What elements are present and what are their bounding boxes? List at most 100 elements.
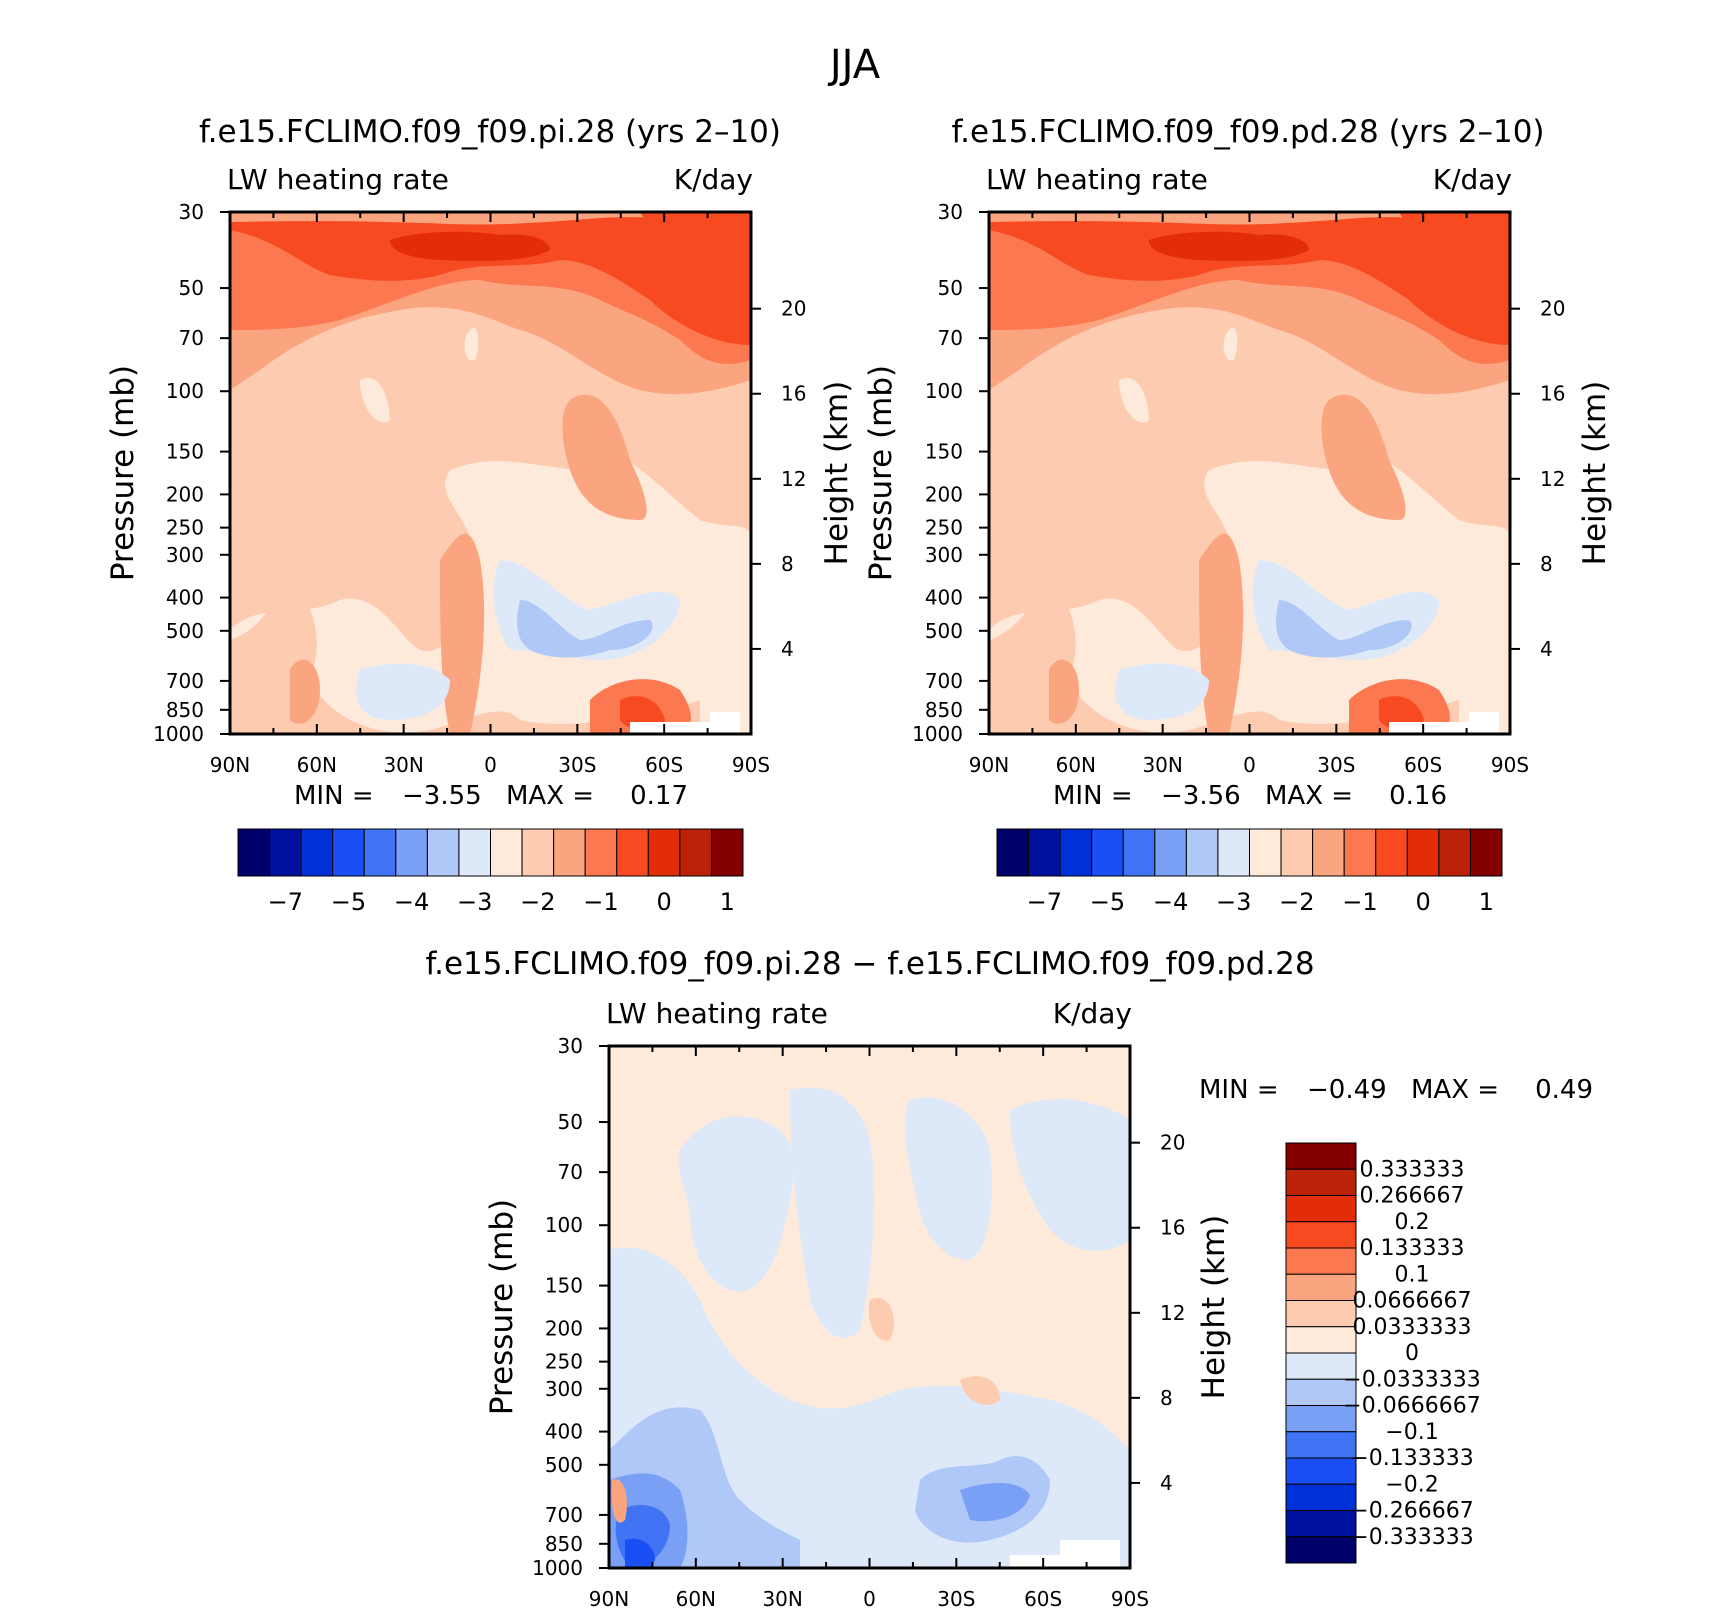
y-tick-label: 70: [938, 326, 963, 350]
height-tick-label: 20: [1160, 1131, 1185, 1155]
panel-title: f.e15.FCLIMO.f09_f09.pi.28 − f.e15.FCLIM…: [425, 946, 1314, 982]
colorbar: −7 −5 −4 −3 −2 −1 0 1: [996, 828, 1503, 916]
colorbar-swatch: [1091, 828, 1124, 877]
y-tick-label: 200: [545, 1316, 583, 1340]
contour-band: [625, 1538, 655, 1568]
colorbar-swatch: [458, 828, 491, 877]
contour-band: [611, 1479, 627, 1523]
y-tick-label: 300: [545, 1377, 583, 1401]
contour-band: [1399, 212, 1510, 330]
variable-label: LW heating rate: [986, 163, 1208, 196]
colorbar-swatch: [1285, 1142, 1357, 1170]
colorbar-swatch: [1285, 1247, 1357, 1275]
height-axis-title: Height (km): [819, 381, 855, 566]
y-tick-label: 1000: [532, 1556, 583, 1580]
colorbar-label: −7: [268, 888, 303, 916]
contour-band: [640, 212, 751, 330]
y-tick-label: 500: [166, 619, 204, 643]
variable-label: LW heating rate: [227, 163, 449, 196]
contour-field: [230, 212, 751, 734]
contour-band: [1379, 696, 1424, 731]
contour-band: [790, 1087, 875, 1339]
y-tick-label: 200: [166, 482, 204, 506]
height-tick-label: 20: [781, 297, 806, 321]
x-tick-label: 60N: [297, 753, 337, 777]
min-value: −0.49: [1307, 1075, 1387, 1105]
colorbar-label: −7: [1027, 888, 1062, 916]
colorbar-swatch: [1285, 1168, 1357, 1196]
colorbar-label: −0.0333333: [1343, 1367, 1480, 1392]
colorbar-swatch: [616, 828, 649, 877]
y-tick-label: 850: [925, 698, 963, 722]
colorbar-label: −1: [1342, 888, 1377, 916]
y-tick-label: 400: [166, 586, 204, 610]
height-tick-label: 20: [1540, 297, 1565, 321]
y-tick-label: 150: [166, 440, 204, 464]
contour-band: [1119, 327, 1238, 423]
height-tick-label: 4: [781, 637, 794, 661]
contour-band: [356, 663, 450, 720]
colorbar-swatch: [1285, 1431, 1357, 1459]
y-tick-label: 250: [925, 516, 963, 540]
x-tick-label: 30S: [937, 1587, 975, 1611]
y-tick-label: 50: [179, 276, 204, 300]
contour-field-clip: [989, 212, 1510, 734]
colorbar: −7 −5 −4 −3 −2 −1 0 1: [237, 828, 744, 916]
x-tick-label: 60N: [676, 1587, 716, 1611]
contour-band: [1115, 663, 1209, 720]
contour-band: [989, 455, 1510, 734]
x-tick-label: 90S: [1111, 1587, 1149, 1611]
colorbar-label: −0.2: [1385, 1472, 1438, 1497]
colorbar-swatch: [426, 828, 460, 877]
min-value: −3.55: [402, 781, 482, 811]
colorbar-label: 1: [720, 888, 735, 916]
x-tick-label: 0: [484, 753, 497, 777]
contour-field: [989, 212, 1510, 734]
y-tick-label: 70: [558, 1160, 583, 1184]
height-axis-title: Height (km): [1196, 1215, 1232, 1400]
y-tick-label: 250: [166, 516, 204, 540]
y-tick-label: 1000: [912, 722, 963, 746]
max-value: 0.17: [630, 781, 688, 811]
y-tick-label: 30: [938, 200, 963, 224]
contour-band: [562, 394, 647, 520]
x-tick-label: 90N: [969, 753, 1009, 777]
x-axis: 90N 60N 30N 0 30S 60S 90S: [589, 1046, 1149, 1611]
colorbar-swatch: [363, 828, 397, 877]
contour-band: [1321, 394, 1406, 520]
min-label: MIN =: [1199, 1075, 1279, 1105]
height-axis-title: Height (km): [1577, 381, 1613, 566]
colorbar-label: 1: [1479, 888, 1494, 916]
max-label: MAX =: [506, 781, 594, 811]
colorbar-swatch: [1285, 1457, 1357, 1485]
units-label: K/day: [1053, 997, 1132, 1030]
contour-band: [904, 1097, 992, 1260]
x-tick-label: 60S: [1404, 753, 1442, 777]
colorbar-label: −0.1: [1385, 1420, 1438, 1445]
panel-title: f.e15.FCLIMO.f09_f09.pi.28 (yrs 2–10): [199, 114, 781, 150]
colorbar-swatch: [1122, 828, 1156, 877]
contour-band: [290, 659, 320, 724]
height-tick-label: 12: [1160, 1301, 1185, 1325]
colorbar-swatch: [269, 828, 302, 877]
y-tick-label: 300: [166, 543, 204, 567]
colorbar-label: 0: [656, 888, 671, 916]
colorbar-swatch: [553, 828, 586, 877]
colorbar-swatch: [1249, 828, 1282, 877]
x-tick-label: 60S: [1024, 1587, 1062, 1611]
contour-band: [1149, 231, 1309, 261]
colorbar-swatch: [1285, 1195, 1357, 1223]
contour-band: [230, 455, 751, 734]
colorbar-swatch: [1154, 828, 1187, 877]
height-tick-label: 8: [1160, 1386, 1173, 1410]
colorbar-swatch: [1285, 1352, 1357, 1380]
y-tick-label: 30: [558, 1034, 583, 1058]
contour-band: [1010, 1099, 1130, 1251]
colorbar-label: 0.133333: [1360, 1236, 1465, 1261]
colorbar-swatch: [1469, 828, 1503, 877]
colorbar-label: 0.333333: [1360, 1157, 1465, 1182]
x-tick-label: 30N: [383, 753, 423, 777]
